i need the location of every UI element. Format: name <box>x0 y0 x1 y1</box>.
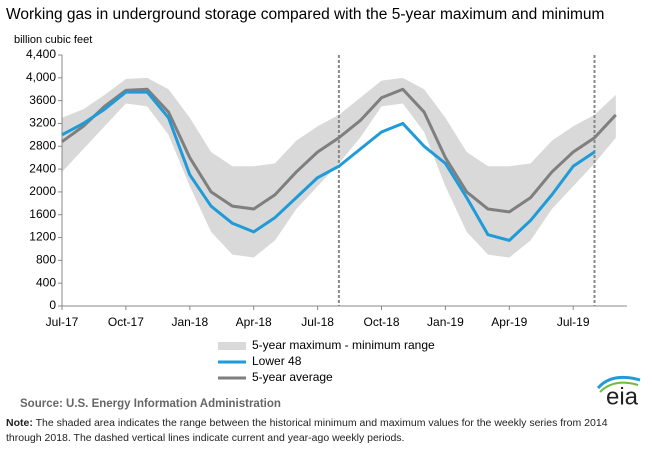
y-tick-label: 1600 <box>29 207 56 221</box>
x-tick-label: Jan-18 <box>171 315 208 329</box>
series-line <box>61 87 617 214</box>
logo-swoosh <box>596 375 641 390</box>
x-tick-label: Jul-17 <box>46 315 79 329</box>
legend-label: 5-year maximum - minimum range <box>252 338 435 352</box>
logo-swoosh <box>599 381 639 393</box>
y-axis-label: billion cubic feet <box>14 34 92 46</box>
x-tick-label: Oct-18 <box>363 315 399 329</box>
y-tick-label: 0 <box>49 298 56 312</box>
series-line <box>61 90 596 242</box>
x-tick-label: Jan-19 <box>427 315 464 329</box>
legend-label: 5-year average <box>252 370 333 384</box>
source: Source: U.S. Energy Information Administ… <box>20 398 281 410</box>
y-tick-label: 2000 <box>29 184 56 198</box>
legend-label: Lower 48 <box>252 354 302 368</box>
logo: eia <box>606 383 639 410</box>
y-tick-label: 2400 <box>29 161 56 175</box>
chart-title: Working gas in underground storage compa… <box>6 6 604 23</box>
x-tick-label: Jul-19 <box>557 315 590 329</box>
legend-swatch <box>218 342 246 350</box>
note-text: The shaded area indicates the range betw… <box>6 417 608 444</box>
x-tick-label: Oct-17 <box>108 315 144 329</box>
y-tick-label: 400 <box>36 275 56 289</box>
y-tick-label: 800 <box>36 253 56 267</box>
y-tick-label: 4,000 <box>26 70 56 84</box>
note: Note: The shaded area indicates the rang… <box>6 416 646 446</box>
note-label: Note: <box>6 417 33 429</box>
y-tick-label: 4,400 <box>26 47 56 61</box>
y-tick-label: 2800 <box>29 138 56 152</box>
y-tick-label: 3200 <box>29 116 56 130</box>
x-tick-label: Jul-18 <box>301 315 334 329</box>
x-tick-label: Apr-18 <box>236 315 272 329</box>
y-tick-label: 1200 <box>29 230 56 244</box>
y-tick-label: 3600 <box>29 93 56 107</box>
x-tick-label: Apr-19 <box>491 315 527 329</box>
chart: Working gas in underground storage compa… <box>6 6 641 410</box>
range-band <box>62 77 616 258</box>
